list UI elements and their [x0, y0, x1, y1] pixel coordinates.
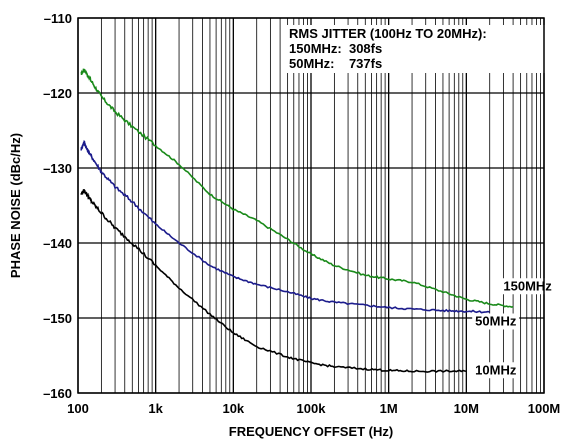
series-label-bg [472, 313, 520, 330]
x-tick-label: 100M [528, 401, 561, 416]
series-line-50mhz [80, 139, 490, 314]
y-tick-label: –130 [43, 161, 72, 176]
series-label-bg [500, 278, 556, 295]
minor-grid [100, 18, 541, 393]
y-tick-label: –160 [43, 386, 72, 401]
y-tick-label: –120 [43, 86, 72, 101]
y-tick-label: –110 [44, 11, 72, 26]
jitter-annotation-box [284, 25, 546, 73]
x-tick-label: 10k [222, 401, 244, 416]
y-tick-label: –140 [43, 236, 72, 251]
series-labels: 150MHz 50MHz 10MHz [472, 278, 556, 379]
x-tick-label: 100k [297, 401, 327, 416]
series-line-150mhz [80, 68, 514, 308]
y-axis-title: PHASE NOISE (dBc/Hz) [8, 133, 23, 278]
x-tick-label: 1k [148, 401, 163, 416]
x-axis-title: FREQUENCY OFFSET (Hz) [229, 424, 393, 439]
series-label-bg [472, 362, 520, 379]
y-tick-label: –150 [43, 311, 72, 326]
plot-frame [77, 17, 545, 394]
x-tick-label: 1M [380, 401, 398, 416]
series-label-50mhz: 50MHz [475, 314, 517, 329]
annotation-line-1: RMS JITTER (100Hz TO 20MHz): [289, 26, 487, 41]
x-tick-label: 100 [67, 401, 89, 416]
series-line-10mhz [80, 189, 467, 373]
x-tick-label: 10M [454, 401, 479, 416]
series-layer [80, 68, 514, 373]
tick-labels: 100 1k 10k 100k 1M 10M 100M –160 –150 –140 –130 –12… [43, 11, 560, 416]
series-label-150mhz: 150MHz [503, 278, 552, 293]
annotation-line-3: 50MHz: 737fs [289, 56, 382, 71]
annotation-line-2: 150MHz: 308fs [289, 41, 382, 56]
series-label-10mhz: 10MHz [475, 362, 517, 377]
